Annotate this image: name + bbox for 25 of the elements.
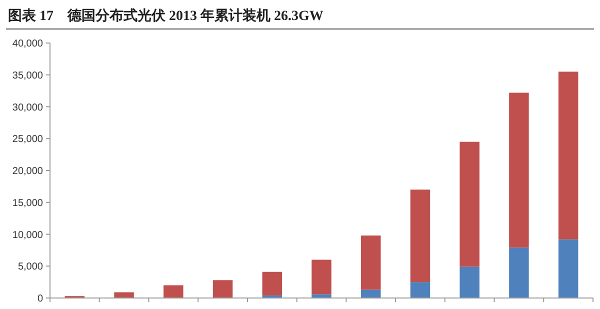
bar [509,248,529,298]
bar [164,285,184,298]
bar [262,272,282,296]
y-tick-label: 35,000 [12,70,44,82]
y-tick-label: 20,000 [12,166,44,177]
bar [212,280,233,298]
bar [558,72,578,240]
y-tick-label: 40,000 [12,38,44,50]
bar [558,239,578,298]
bar [312,294,332,298]
y-tick-label: 10,000 [12,230,44,241]
bar [360,236,381,290]
bar [410,282,430,298]
y-tick-label: 0 [37,294,44,304]
chart-title: 图表 17 德国分布式光伏 2013 年累计装机 26.3GW [8,8,324,24]
bar [410,190,430,282]
bar [460,142,480,267]
y-tick-label: 5,000 [18,262,44,273]
y-tick-label: 25,000 [12,134,44,146]
bar [460,266,480,298]
bar [509,92,529,248]
y-tick-label: 15,000 [12,198,44,209]
bar [360,290,381,298]
bar [312,260,332,294]
y-tick-label: 30,000 [12,102,44,114]
